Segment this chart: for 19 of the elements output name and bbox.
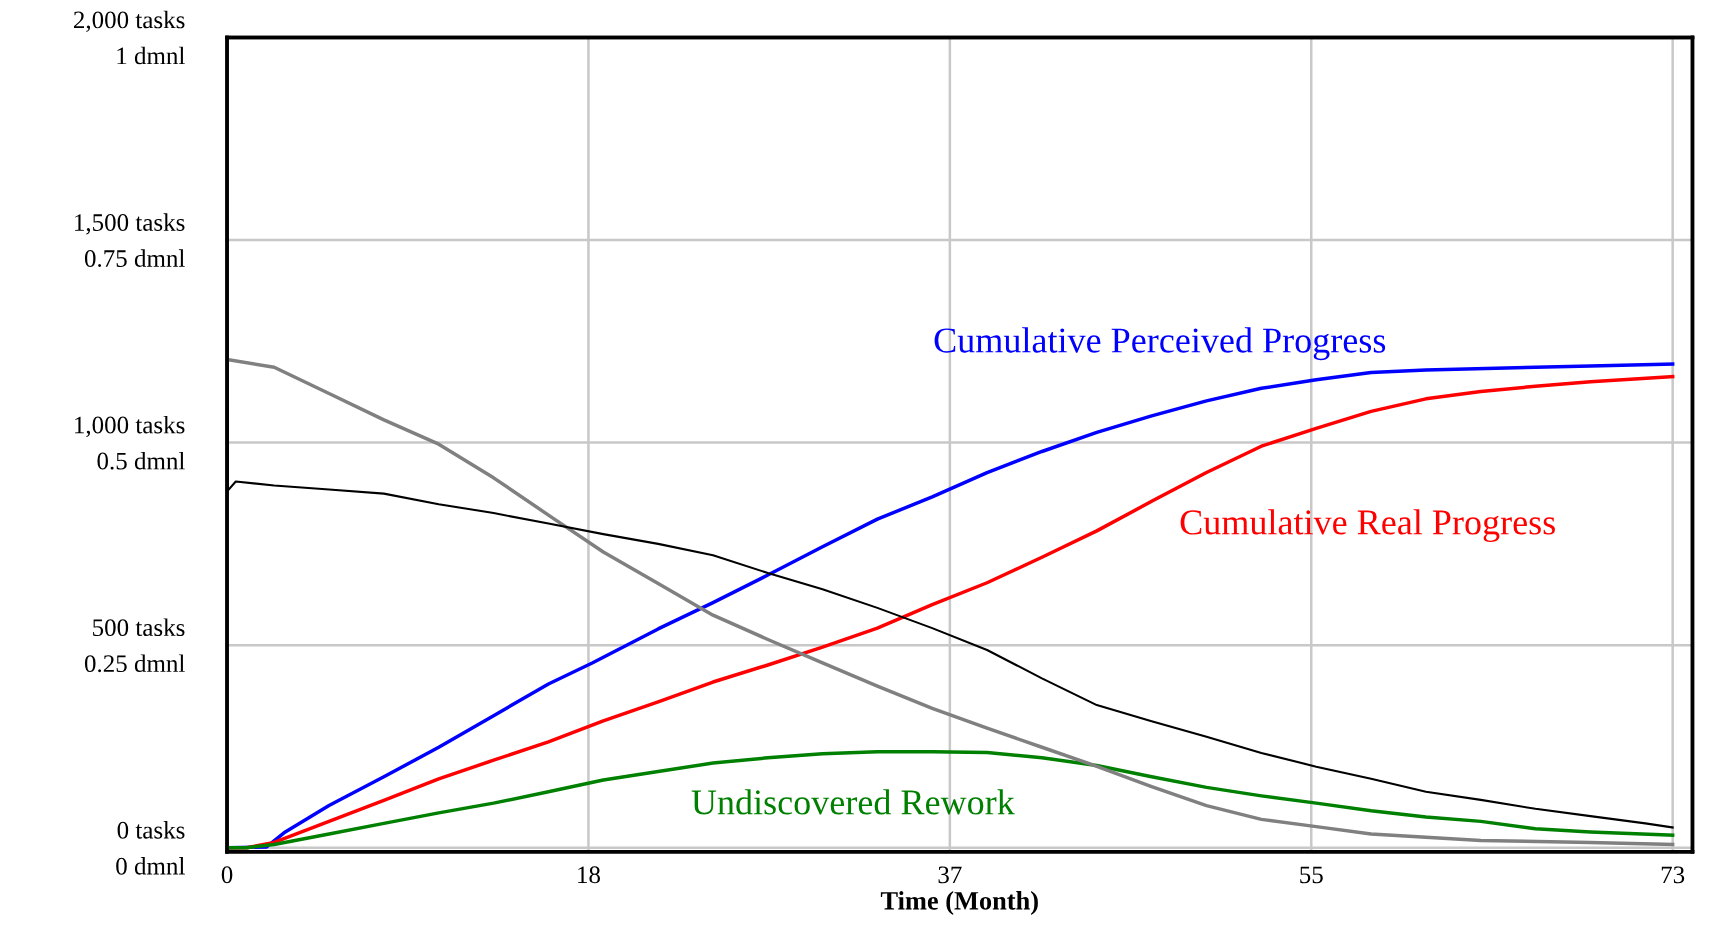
y2-tick-label: 0.25 dmnl: [84, 654, 185, 673]
y2-tick-label: 0.75 dmnl: [84, 249, 185, 268]
y-tick-label: 1,000 tasks: [75, 415, 185, 438]
x-axis-title: Time (Month): [880, 891, 1038, 916]
x-tick-label: 73: [1661, 866, 1685, 884]
y-tick-label: 0 tasks: [117, 821, 185, 839]
x-tick-label: 37: [938, 866, 962, 884]
y2-tick-label: 0 dmnl: [116, 857, 185, 875]
series-label: Cumulative Perceived Progress: [934, 327, 1386, 361]
y-tick-label: 500 tasks: [93, 618, 185, 637]
y-tick-label: 1,500 tasks: [75, 213, 185, 235]
y2-tick-label: 1 dmnl: [117, 46, 185, 65]
series-label: Cumulative Real Progress: [1180, 509, 1555, 543]
x-tick-label: 18: [578, 866, 600, 884]
y2-tick-label: 0.5 dmnl: [97, 451, 185, 470]
x-tick-label: 55: [1300, 866, 1323, 884]
y-tick-label: 2,000 tasks: [73, 10, 185, 32]
series-label: Undiscovered Rework: [691, 789, 1015, 815]
x-tick-label: 0: [221, 866, 233, 884]
